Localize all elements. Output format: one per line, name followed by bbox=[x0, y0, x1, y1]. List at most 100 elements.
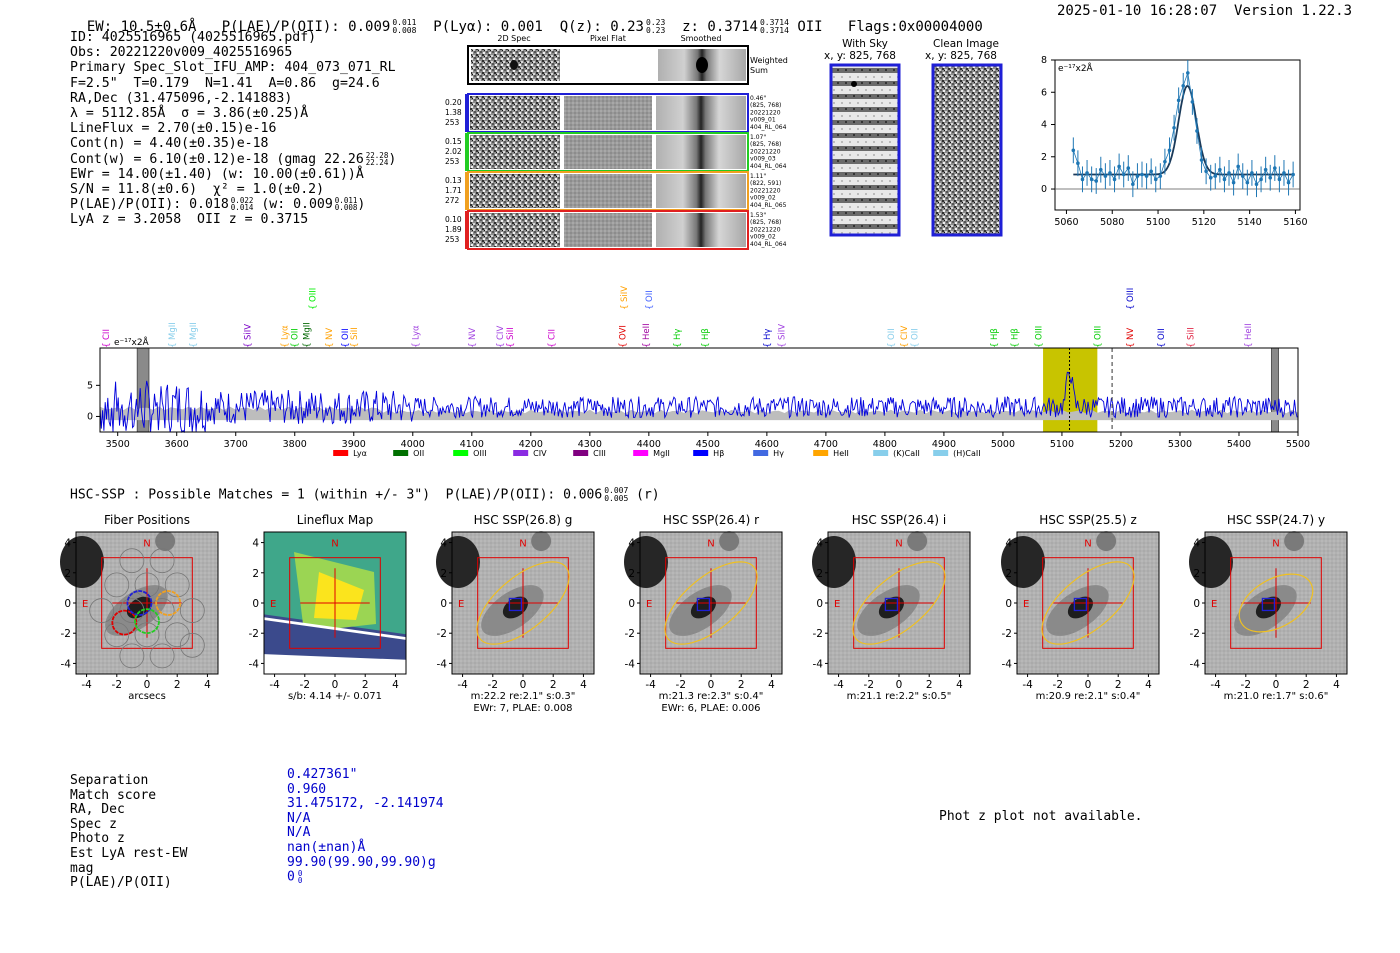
spec-legend-swatch bbox=[633, 450, 649, 456]
spec-flux-line bbox=[99, 371, 1298, 434]
fiber-circle bbox=[179, 632, 205, 658]
panel-xtick-label: -4 bbox=[833, 679, 844, 691]
weighted-sum-label-1: Weighted bbox=[750, 56, 788, 65]
cutout-row-left-label: 2.02 bbox=[445, 147, 462, 156]
spec-emission-brace: { bbox=[887, 342, 897, 348]
panel-ytick-label: 0 bbox=[64, 598, 71, 610]
match-value: 31.475172, -2.141974 bbox=[287, 796, 444, 812]
info-primary: Primary Spec_Slot_IFU_AMP: 404_073_071_R… bbox=[70, 60, 396, 76]
panel-ytick-label: 2 bbox=[1193, 568, 1200, 580]
panel-ytick-label: 0 bbox=[1193, 598, 1200, 610]
spec-emission-brace: { bbox=[642, 342, 652, 348]
panel-ytick-label: 0 bbox=[1005, 598, 1012, 610]
cutout-row-right-label: 404_RL_065 bbox=[750, 202, 787, 209]
cutouts-grid: 2D Spec Pixel Flat Smoothed Weighted Sum… bbox=[445, 34, 788, 250]
spec-emission-brace: { bbox=[547, 342, 557, 348]
panel-north-label: N bbox=[143, 539, 150, 550]
panel-ytick-label: -2 bbox=[61, 628, 71, 640]
zoom-xtick-label: 5060 bbox=[1054, 217, 1078, 228]
panel-bright-star bbox=[436, 536, 480, 588]
panel-east-label: E bbox=[458, 599, 464, 610]
spec-emission-brace: { bbox=[910, 342, 920, 348]
cutout-pixelflat bbox=[564, 135, 652, 169]
fiber-circle bbox=[149, 548, 175, 574]
info-radec: RA,Dec (31.475096,-2.141883) bbox=[70, 90, 293, 106]
spec-xtick-label: 4000 bbox=[401, 439, 425, 450]
spec-emission-label: OII bbox=[1157, 328, 1167, 340]
fiber-circle bbox=[119, 548, 145, 574]
fiber-circle-highlight bbox=[134, 608, 160, 635]
panel-ytick-label: 4 bbox=[1005, 538, 1012, 550]
panel-east-label: E bbox=[834, 599, 840, 610]
panel-east-label: E bbox=[82, 599, 88, 610]
panel-xtick-label: 0 bbox=[520, 679, 527, 691]
panel-ytick-label: -4 bbox=[249, 658, 260, 670]
fiber-circle bbox=[164, 572, 190, 598]
panel-xtick-label: -2 bbox=[864, 679, 874, 691]
spec-ytick-label: 5 bbox=[87, 380, 93, 391]
panel-aperture-ellipse bbox=[476, 561, 570, 645]
spec-emission-brace: { bbox=[303, 342, 313, 348]
header-qz-sup: 0.23 bbox=[646, 18, 666, 27]
spec-xtick-label: 4100 bbox=[460, 439, 484, 450]
panel-caption: m:20.9 re:2.1" s:0.4" bbox=[1036, 691, 1141, 702]
panel-title: HSC SSP(26.4) r bbox=[663, 513, 759, 527]
match-value-text: 99.90(99.90,99.90)g bbox=[287, 854, 436, 870]
panel-ytick-label: 2 bbox=[1005, 568, 1012, 580]
spec-xtick-label: 4500 bbox=[696, 439, 720, 450]
panel-ytick-label: 0 bbox=[252, 598, 259, 610]
panel-aperture-ellipse bbox=[1041, 561, 1135, 645]
zoom-unit-label: e⁻¹⁷x2Å bbox=[1058, 62, 1094, 74]
header-qz-sub: 0.23 bbox=[646, 26, 666, 35]
spec-emission-label: SiIV bbox=[778, 324, 788, 340]
panel-xtick-label: 2 bbox=[550, 679, 557, 691]
info-sn: S/N = 11.8(±0.6) χ² = 1.0(±0.2) bbox=[70, 182, 325, 198]
spec-legend-label: MgII bbox=[653, 449, 670, 458]
panel-caption: m:21.0 re:1.7" s:0.6" bbox=[1224, 691, 1329, 702]
zoom-data-point bbox=[1291, 172, 1295, 177]
image-panel: HSC SSP(26.4) r N E -4 -4 -2 -2 0 0 2 2 4 4 m:21.3 re… bbox=[624, 513, 783, 714]
cutout-2dspec bbox=[470, 174, 560, 208]
cutout-title-2dspec: 2D Spec bbox=[497, 34, 530, 43]
cutout-pixelflat bbox=[564, 96, 652, 130]
header-qz: Q(z): 0.23 bbox=[559, 19, 644, 35]
cutout-row-right-label: 0.46" bbox=[750, 95, 766, 102]
spec-emission-label: Hγ bbox=[763, 329, 773, 340]
spec-emission-brace: { bbox=[1126, 304, 1136, 310]
spec-emission-brace: { bbox=[1126, 342, 1136, 348]
spec-legend-label: CIII bbox=[593, 449, 606, 458]
spec-xtick-label: 5100 bbox=[1050, 439, 1074, 450]
panel-xtick-label: 4 bbox=[204, 679, 211, 691]
spec-emission-label: Lyα bbox=[412, 325, 422, 340]
panel-ytick-label: 2 bbox=[252, 568, 259, 580]
panel-xtick-label: 0 bbox=[144, 679, 151, 691]
match-value-text: 31.475172, -2.141974 bbox=[287, 796, 444, 812]
cutout-row-right-label: 20221220 bbox=[750, 187, 781, 194]
spec-xtick-label: 5500 bbox=[1286, 439, 1310, 450]
panel-ytick-label: 2 bbox=[816, 568, 823, 580]
panel-search-box bbox=[101, 557, 193, 649]
spec-legend-label: Lyα bbox=[353, 449, 367, 458]
spec-emission-brace: { bbox=[620, 304, 630, 310]
panel-ytick-label: -2 bbox=[437, 628, 447, 640]
panel-aperture-ellipse bbox=[852, 561, 946, 645]
spec-legend-swatch bbox=[453, 450, 469, 456]
panel-east-label: E bbox=[1023, 599, 1029, 610]
panel-xtick-label: 4 bbox=[768, 679, 775, 691]
spec-emission-label: MgII bbox=[189, 322, 199, 340]
spec-emission-brace: { bbox=[102, 342, 112, 348]
image-panel: HSC SSP(26.4) i N E -4 -4 -2 -2 0 0 2 2 4 4 m:21.1 re… bbox=[812, 513, 971, 702]
spec-emission-brace: { bbox=[308, 304, 318, 310]
spec-emission-brace: { bbox=[325, 342, 335, 348]
panel-neighbor bbox=[1096, 531, 1117, 552]
panel-bright-star bbox=[624, 536, 668, 588]
spec-unit-label: e⁻¹⁷x2Å bbox=[114, 336, 150, 348]
panel-ytick-label: -4 bbox=[1190, 658, 1201, 670]
spec-emission-label: HeII bbox=[642, 323, 652, 340]
zoom-ytick-label: 2 bbox=[1041, 152, 1047, 163]
header-z-sub: 0.3714 bbox=[759, 26, 789, 35]
match-value: 99.90(99.90,99.90)g bbox=[287, 854, 444, 871]
info-contw-sup: 22.28 bbox=[365, 150, 389, 160]
info-id: ID: 4025516965 (4025516965.pdf) bbox=[70, 30, 317, 45]
